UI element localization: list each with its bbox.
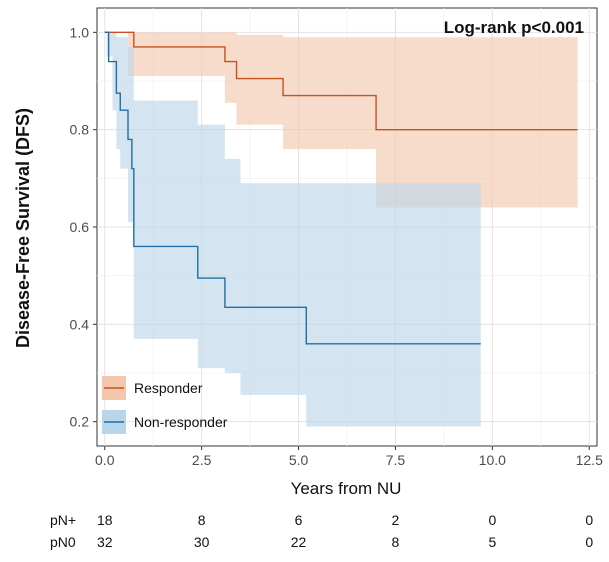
y-tick-label: 0.8 [70, 122, 90, 138]
y-tick-label: 0.2 [70, 414, 90, 430]
risk-count: 6 [295, 512, 303, 528]
log-rank-annotation: Log-rank p<0.001 [444, 18, 584, 37]
confidence-bands [104, 32, 578, 427]
x-tick-label: 5.0 [289, 452, 309, 468]
legend-label-non-responder: Non-responder [134, 414, 228, 430]
risk-count: 0 [585, 534, 593, 550]
risk-count: 8 [198, 512, 206, 528]
y-tick-label: 1.0 [70, 24, 90, 40]
risk-count: 2 [392, 512, 400, 528]
x-axis-title: Years from NU [291, 479, 402, 498]
legend-label-responder: Responder [134, 380, 203, 396]
risk-count: 18 [97, 512, 113, 528]
x-tick-label: 10.0 [479, 452, 506, 468]
x-tick-label: 12.5 [576, 452, 603, 468]
risk-count: 0 [585, 512, 593, 528]
risk-row-label: pN+ [50, 512, 76, 528]
x-tick-label: 0.0 [95, 452, 115, 468]
survival-curves [104, 31, 578, 345]
risk-count: 5 [488, 534, 496, 550]
confidence-band-responder [104, 32, 578, 208]
axis-ticks: 0.0 2.5 5.0 7.5 10.0 12.5 0.2 0.4 0.6 0.8 1.0 [70, 24, 604, 468]
risk-row-label: pN0 [50, 534, 76, 550]
y-tick-label: 0.6 [70, 219, 90, 235]
legend: Responder Non-responder [102, 376, 228, 434]
risk-count: 8 [392, 534, 400, 550]
y-axis-title: Disease-Free Survival (DFS) [13, 108, 33, 348]
risk-count: 30 [194, 534, 210, 550]
risk-count: 32 [97, 534, 113, 550]
risk-table: pN+ 18 8 6 2 0 0 pN0 32 30 22 8 5 0 [50, 512, 593, 550]
survival-curve-responder [104, 31, 578, 131]
x-tick-label: 2.5 [192, 452, 212, 468]
x-tick-label: 7.5 [386, 452, 406, 468]
risk-count: 0 [488, 512, 496, 528]
survival-curve-non-responder [104, 31, 481, 345]
y-tick-label: 0.4 [70, 316, 90, 332]
confidence-band-non-responder [104, 32, 481, 427]
risk-count: 22 [291, 534, 307, 550]
